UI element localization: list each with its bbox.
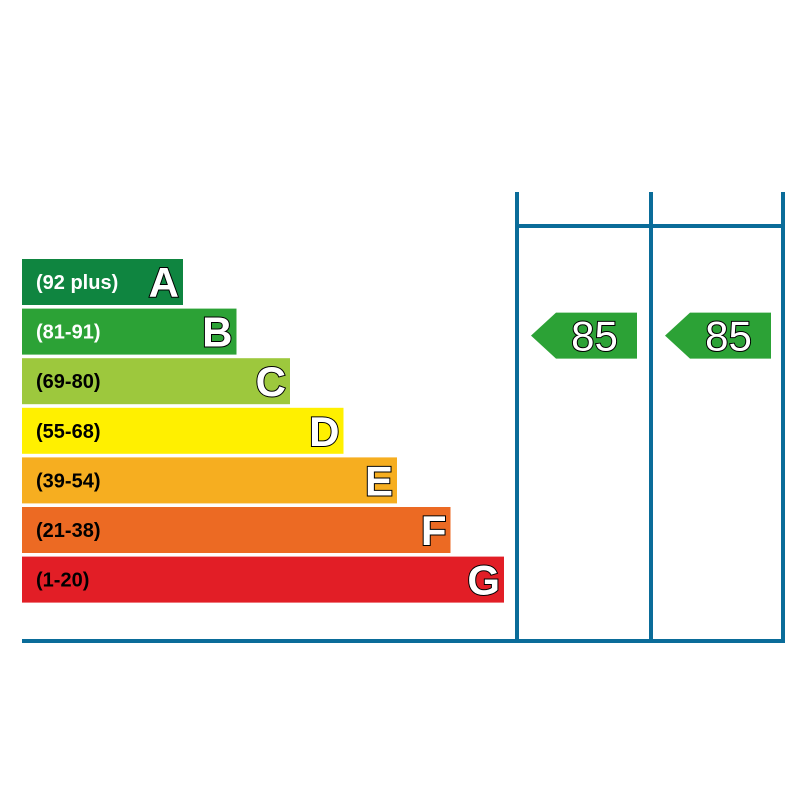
band-a: (92 plus) A (22, 258, 183, 307)
band-range-label: (1-20) (36, 570, 89, 592)
band-g: (1-20) G (22, 556, 504, 605)
rating-arrow-current: 85 (531, 312, 637, 361)
band-c: (69-80) C (22, 357, 290, 406)
band-letter: B (202, 309, 232, 356)
band-letter: E (365, 457, 393, 504)
band-bar-e (22, 457, 397, 504)
band-range-label: (55-68) (36, 421, 100, 443)
band-letter: C (256, 358, 286, 405)
band-range-label: (92 plus) (36, 272, 118, 294)
band-letter: D (309, 408, 339, 455)
band-bar-b (22, 308, 237, 355)
band-bar-c (22, 358, 290, 405)
band-bar-d (22, 407, 344, 454)
chart-frame (22, 192, 785, 643)
band-bar-a (22, 259, 183, 305)
rating-value: 85 (705, 313, 752, 360)
band-range-label: (81-91) (36, 322, 100, 344)
band-bar-f (22, 507, 451, 553)
band-f: (21-38) F (22, 506, 451, 555)
band-d: (55-68) D (22, 407, 344, 456)
rating-arrow-potential: 85 (665, 312, 771, 361)
band-letter: A (149, 259, 179, 306)
rating-value: 85 (571, 313, 618, 360)
rating-arrow-shape (665, 312, 771, 359)
rating-arrows: 85 85 (531, 312, 771, 361)
rating-bands: (92 plus) A(81-91) B(69-80) C(55-68) D(39-54… (22, 258, 504, 605)
band-bar-g (22, 556, 504, 603)
band-letter: G (467, 557, 500, 604)
band-letter: F (421, 507, 447, 554)
rating-arrow-shape (531, 312, 637, 359)
band-range-label: (21-38) (36, 520, 100, 542)
band-range-label: (69-80) (36, 371, 100, 393)
band-b: (81-91) B (22, 308, 237, 357)
band-range-label: (39-54) (36, 470, 100, 492)
band-e: (39-54) E (22, 456, 397, 505)
